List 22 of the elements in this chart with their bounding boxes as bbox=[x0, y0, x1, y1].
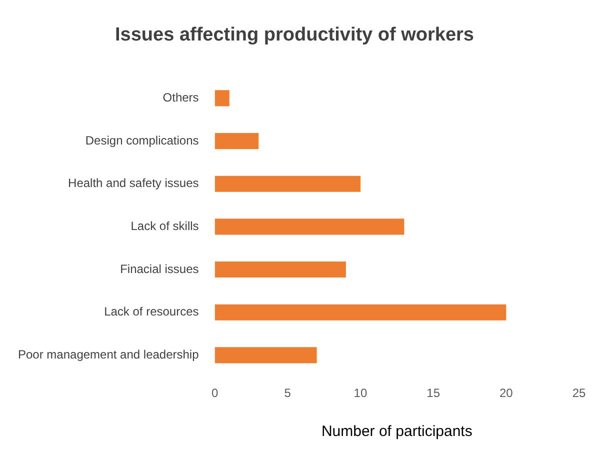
y-tick-label: Lack of resources bbox=[104, 304, 199, 319]
bar bbox=[214, 133, 258, 150]
bar bbox=[214, 262, 346, 278]
y-tick-label: Others bbox=[162, 90, 199, 105]
bar bbox=[214, 90, 230, 106]
bar bbox=[214, 347, 317, 364]
y-tick-label: Health and safety issues bbox=[68, 176, 199, 190]
x-axis-title: Number of participants bbox=[321, 423, 472, 440]
y-tick-label: Poor management and leadership bbox=[18, 348, 200, 362]
y-tick-label: Finacial issues bbox=[120, 262, 199, 276]
x-tick-label: 15 bbox=[426, 386, 440, 400]
chart-title: Issues affecting productivity of workers bbox=[115, 24, 474, 46]
x-tick-label: 5 bbox=[284, 386, 292, 400]
bar bbox=[214, 304, 506, 320]
x-tick-label: 25 bbox=[572, 386, 586, 400]
x-tick-label: 20 bbox=[499, 386, 514, 400]
bar bbox=[214, 218, 404, 235]
x-tick-label: 10 bbox=[354, 386, 368, 400]
y-tick-label: Lack of skills bbox=[130, 219, 199, 234]
bar bbox=[214, 176, 360, 192]
x-tick-label: 0 bbox=[211, 386, 218, 400]
y-tick-label: Design complications bbox=[85, 133, 199, 148]
